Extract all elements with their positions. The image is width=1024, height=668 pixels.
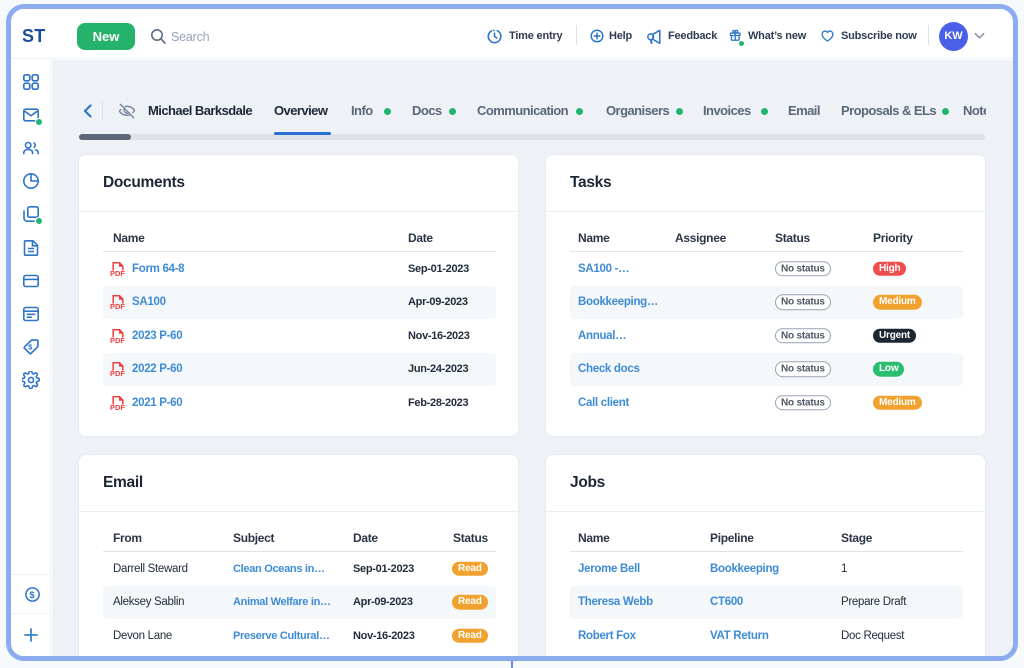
svg-text:PDF: PDF	[110, 369, 125, 377]
svg-text:PDF: PDF	[110, 403, 125, 411]
svg-text:$: $	[28, 342, 33, 351]
svg-text:PDF: PDF	[110, 302, 125, 310]
svg-text:PDF: PDF	[110, 336, 125, 344]
svg-text:$: $	[29, 590, 35, 601]
svg-text:PDF: PDF	[110, 269, 125, 277]
